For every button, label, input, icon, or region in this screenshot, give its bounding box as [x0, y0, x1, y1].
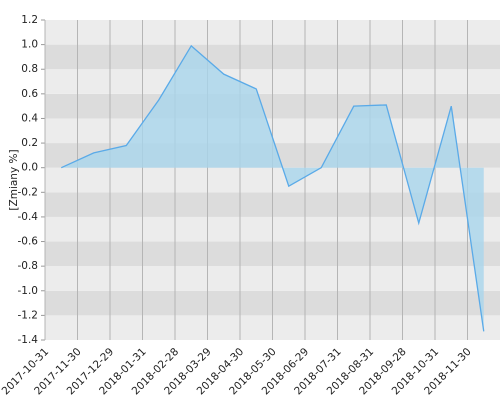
line [60, 44, 485, 332]
y-tick-label: -1.0 [18, 285, 39, 297]
y-tick-label: 0.4 [21, 112, 38, 124]
area [61, 45, 484, 332]
y-tick-label: -0.8 [18, 260, 39, 272]
y-tick-label: 0.0 [21, 162, 38, 174]
y-tick-label: 0.6 [21, 88, 38, 100]
y-axis-title: [Zmiany %] [8, 149, 20, 210]
y-tick-label: -0.6 [18, 236, 39, 248]
y-tick-label: -0.4 [18, 211, 39, 223]
y-tick-label: -1.2 [18, 309, 39, 321]
y-tick-label: 0.8 [21, 63, 38, 75]
y-tick-label: 1.0 [21, 39, 38, 51]
y-tick-label: 1.2 [21, 14, 38, 26]
y-tick-label: -0.2 [18, 186, 39, 198]
y-tick-label: 0.2 [21, 137, 38, 149]
y-tick-label: -1.4 [18, 334, 39, 346]
